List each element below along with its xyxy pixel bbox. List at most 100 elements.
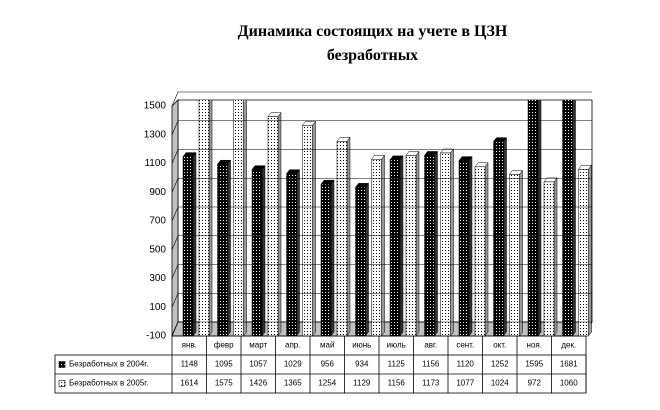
table-value: 1575 <box>215 379 233 388</box>
bar <box>267 111 282 337</box>
table-value: 1426 <box>249 379 267 388</box>
bar <box>474 162 489 337</box>
bar-side <box>415 150 420 337</box>
x-tick-label: янв. <box>182 341 197 350</box>
bar <box>217 159 231 337</box>
bar <box>493 136 507 337</box>
bar <box>251 164 266 337</box>
bar-face <box>474 166 486 337</box>
x-tick-label: апр. <box>285 341 300 350</box>
bar-side <box>312 120 316 337</box>
table-value: 1057 <box>249 360 267 369</box>
bar-face <box>302 125 313 337</box>
bar <box>509 169 523 337</box>
x-tick-label: окт. <box>493 341 506 350</box>
bar-face <box>217 163 228 337</box>
grid-line <box>171 264 592 279</box>
table-value: 1029 <box>284 360 302 369</box>
x-tick-label: май <box>320 341 334 350</box>
x-tick-label: июнь <box>352 341 371 350</box>
bar-face <box>198 100 210 337</box>
table-value: 1365 <box>284 379 302 388</box>
bar-side <box>519 169 523 337</box>
bars <box>182 76 592 337</box>
table-value: 1595 <box>525 360 543 369</box>
bar-face <box>527 100 539 337</box>
bar-side <box>503 136 507 337</box>
table-value: 972 <box>528 379 542 388</box>
bar <box>233 100 247 337</box>
y-tick-label: 1100 <box>144 158 166 169</box>
bar-face <box>440 152 451 337</box>
bar <box>320 179 335 337</box>
bar <box>389 155 404 337</box>
table-value: 1077 <box>456 379 474 388</box>
bar-side <box>468 155 473 337</box>
table-value: 1060 <box>560 379 578 388</box>
bar-face <box>251 169 263 337</box>
bar <box>458 155 473 337</box>
bar <box>562 76 576 337</box>
bar <box>424 150 438 337</box>
y-tick-label: 1500 <box>144 101 167 112</box>
bar-side <box>277 111 282 337</box>
bar-side <box>365 182 369 337</box>
bar-face <box>578 169 589 337</box>
table-value: 1252 <box>491 360 509 369</box>
bar-side <box>381 154 385 337</box>
bar-side <box>243 100 247 337</box>
x-tick-label: сент. <box>456 341 474 350</box>
table-value: 1120 <box>457 360 475 369</box>
bar-face <box>371 159 382 337</box>
bar <box>355 182 369 337</box>
y-tick-label: 1300 <box>144 129 167 140</box>
table-value: 956 <box>321 360 335 369</box>
bar-top <box>563 76 576 80</box>
grid-line <box>171 149 592 164</box>
bar-face <box>233 100 244 337</box>
legend-swatch <box>58 380 66 387</box>
bar <box>336 136 351 337</box>
bar-side <box>227 159 231 337</box>
bar-face <box>182 156 194 337</box>
bar <box>578 164 592 337</box>
grid-line <box>171 292 592 308</box>
bar-side <box>208 100 213 337</box>
table-value: 1173 <box>422 379 440 388</box>
x-tick-label: ноя. <box>527 341 542 350</box>
table-value: 1095 <box>215 360 233 369</box>
table-value: 1129 <box>353 379 371 388</box>
bar <box>543 177 558 337</box>
bar-side <box>434 150 438 337</box>
bar <box>405 150 420 337</box>
bar-face <box>562 100 573 337</box>
bar-side <box>330 179 335 337</box>
bar-side <box>399 155 404 337</box>
bar-face <box>336 141 348 337</box>
bar-face <box>424 155 435 337</box>
table-value: 1156 <box>422 360 440 369</box>
x-tick-label: авг. <box>424 341 437 350</box>
chart-title: Динамика состоящих на учете в ЦЗН безраб… <box>237 23 508 64</box>
grid-line <box>171 177 592 193</box>
bar-face <box>458 160 470 337</box>
bar <box>527 100 542 337</box>
x-tick-label: март <box>249 341 267 350</box>
table-value: 1254 <box>318 379 336 388</box>
legend-swatch <box>58 361 66 368</box>
bar-side <box>553 177 558 337</box>
y-tick-label: -100 <box>146 331 166 342</box>
x-tick-label: февр <box>214 341 234 350</box>
table-value: 1024 <box>491 379 509 388</box>
legend-label: Безработных в 2005г. <box>69 379 148 388</box>
bar <box>440 148 454 337</box>
bar-side <box>588 164 592 337</box>
table-value: 1125 <box>388 360 406 369</box>
table-value: 1614 <box>180 379 198 388</box>
grid-line <box>171 235 592 250</box>
bar <box>286 168 300 337</box>
y-tick-label: 500 <box>149 244 166 255</box>
bar-side <box>484 162 489 337</box>
